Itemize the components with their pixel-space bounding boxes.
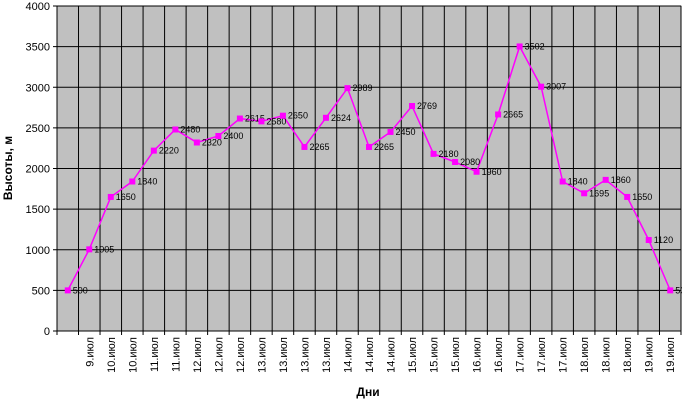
y-tick-label: 2500 bbox=[26, 123, 50, 135]
x-tick-label: 11.июл bbox=[170, 337, 182, 372]
marker bbox=[236, 115, 243, 122]
x-tick-label: 17.июл bbox=[515, 337, 527, 373]
x-tick-label: 12.июл bbox=[213, 337, 225, 373]
x-axis-title: Дни bbox=[356, 385, 379, 399]
x-tick-label: 14.июл bbox=[364, 337, 376, 373]
x-tick-label: 10.июл bbox=[106, 337, 118, 373]
marker bbox=[301, 143, 308, 150]
value-label: 2450 bbox=[396, 127, 416, 137]
marker bbox=[473, 168, 480, 175]
marker bbox=[215, 133, 222, 139]
value-label: 2624 bbox=[331, 113, 351, 123]
x-tick-label: 17.июл bbox=[536, 337, 548, 373]
y-axis-title: Высоты, м bbox=[1, 136, 15, 200]
value-label: 2665 bbox=[503, 109, 523, 119]
value-label: 2400 bbox=[223, 131, 243, 141]
marker bbox=[452, 159, 459, 165]
value-label: 2320 bbox=[202, 138, 222, 148]
value-label: 2265 bbox=[374, 142, 394, 152]
marker bbox=[645, 237, 652, 243]
value-label: 1695 bbox=[589, 188, 609, 198]
x-tick-label: 13.июл bbox=[321, 337, 333, 373]
y-tick-label: 0 bbox=[44, 326, 50, 338]
y-tick-label: 2000 bbox=[26, 164, 50, 176]
x-tick-label: 13.июл bbox=[299, 337, 311, 373]
value-label: 2769 bbox=[417, 101, 437, 111]
marker bbox=[258, 118, 265, 125]
x-tick-label: 14.июл bbox=[386, 337, 398, 373]
marker bbox=[322, 114, 329, 121]
marker bbox=[387, 128, 394, 135]
value-label: 1650 bbox=[116, 192, 136, 202]
marker bbox=[516, 43, 523, 50]
marker bbox=[559, 178, 566, 185]
marker bbox=[129, 178, 136, 185]
marker bbox=[538, 83, 545, 90]
x-tick-label: 16.июл bbox=[493, 337, 505, 373]
marker bbox=[64, 287, 71, 294]
y-tick-label: 3000 bbox=[26, 82, 50, 94]
marker bbox=[409, 103, 416, 110]
value-label: 2480 bbox=[180, 125, 200, 135]
x-tick-label: 18.июл bbox=[622, 337, 634, 373]
x-tick-label: 15.июл bbox=[429, 337, 441, 373]
value-label: 1120 bbox=[654, 235, 673, 245]
x-tick-label: 19.июл bbox=[644, 337, 656, 373]
value-label: 3007 bbox=[546, 82, 566, 92]
marker bbox=[107, 193, 114, 200]
marker bbox=[86, 246, 93, 253]
x-tick-label: 17.июл bbox=[558, 337, 570, 373]
x-tick-label: 18.июл bbox=[601, 337, 613, 373]
x-tick-label: 13.июл bbox=[278, 337, 290, 373]
y-tick-label: 500 bbox=[32, 285, 50, 297]
value-label: 1840 bbox=[137, 177, 157, 187]
value-label: 3502 bbox=[525, 41, 545, 51]
marker bbox=[366, 143, 372, 150]
x-tick-label: 10.июл bbox=[127, 337, 139, 373]
value-label: 500 bbox=[675, 285, 682, 295]
value-label: 1860 bbox=[611, 175, 631, 185]
marker bbox=[581, 190, 588, 197]
x-tick-label: 11.июл bbox=[149, 337, 161, 372]
y-tick-label: 4000 bbox=[26, 1, 50, 13]
value-label: 2989 bbox=[352, 83, 372, 93]
value-label: 2580 bbox=[266, 116, 286, 126]
marker bbox=[279, 112, 286, 119]
x-tick-label: 15.июл bbox=[450, 337, 462, 373]
marker bbox=[667, 287, 674, 294]
x-tick-label: 16.июл bbox=[472, 337, 484, 373]
marker bbox=[495, 111, 502, 118]
value-label: 2080 bbox=[460, 157, 480, 167]
marker bbox=[150, 147, 157, 154]
value-label: 1960 bbox=[482, 167, 502, 177]
x-tick-label: 19.июл bbox=[665, 337, 677, 373]
marker bbox=[172, 126, 179, 133]
x-tick-label: 15.июл bbox=[407, 337, 419, 373]
x-tick-label: 12.июл bbox=[235, 337, 247, 373]
value-label: 2220 bbox=[159, 146, 179, 156]
x-tick-label: 12.июл bbox=[192, 337, 204, 373]
value-label: 1650 bbox=[632, 192, 652, 202]
x-tick-label: 18.июл bbox=[579, 337, 591, 373]
marker bbox=[344, 85, 351, 92]
value-label: 500 bbox=[73, 285, 88, 295]
x-tick-label: 14.июл bbox=[342, 337, 354, 373]
marker bbox=[624, 193, 631, 200]
marker bbox=[430, 150, 437, 157]
x-tick-label: 9.июл bbox=[84, 337, 96, 367]
value-label: 2180 bbox=[439, 149, 459, 159]
value-label: 1005 bbox=[94, 244, 114, 254]
y-tick-label: 1500 bbox=[26, 204, 50, 216]
value-label: 2615 bbox=[245, 114, 265, 124]
value-label: 2650 bbox=[288, 111, 308, 121]
marker bbox=[602, 176, 609, 183]
x-tick-label: 13.июл bbox=[256, 337, 268, 373]
value-label: 1840 bbox=[568, 177, 588, 187]
y-tick-label: 3500 bbox=[26, 42, 50, 54]
y-tick-label: 1000 bbox=[26, 245, 50, 257]
value-label: 2265 bbox=[309, 142, 329, 152]
marker bbox=[193, 139, 200, 146]
